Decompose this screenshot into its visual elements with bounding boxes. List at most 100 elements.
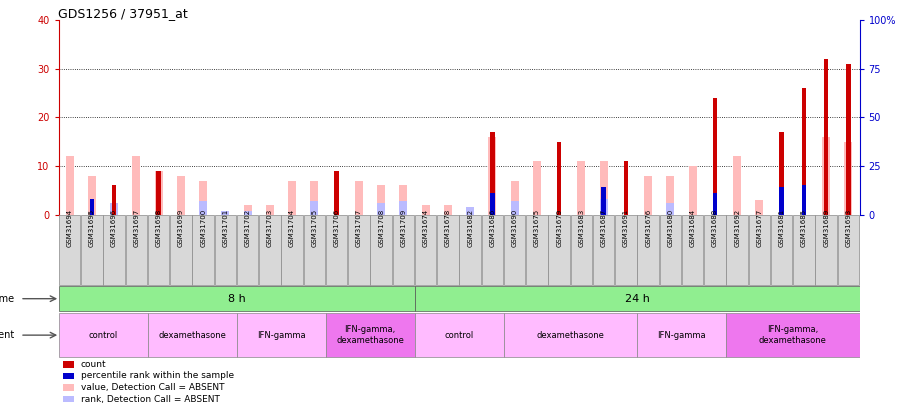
Bar: [58, 313, 148, 358]
Text: GSM31694: GSM31694: [67, 209, 73, 247]
Text: GSM31699: GSM31699: [178, 208, 184, 247]
Text: GSM31678: GSM31678: [445, 208, 451, 247]
Text: IFN-gamma,
dexamethasone: IFN-gamma, dexamethasone: [759, 326, 827, 345]
Text: GSM31703: GSM31703: [267, 208, 273, 247]
Text: GSM31683: GSM31683: [579, 208, 584, 247]
Text: control: control: [88, 330, 118, 340]
Bar: [578, 161, 585, 215]
Text: GSM31707: GSM31707: [356, 208, 362, 247]
Text: IFN-gamma,
dexamethasone: IFN-gamma, dexamethasone: [336, 326, 404, 345]
Bar: [437, 215, 459, 285]
Bar: [713, 98, 717, 215]
Text: agent: agent: [0, 330, 14, 340]
Text: GSM31705: GSM31705: [311, 209, 318, 247]
Bar: [802, 185, 806, 215]
Text: GSM31697: GSM31697: [133, 208, 140, 247]
Bar: [63, 396, 75, 403]
Bar: [660, 215, 681, 285]
Bar: [749, 215, 770, 285]
Bar: [63, 361, 75, 367]
Text: count: count: [81, 360, 106, 369]
Text: GSM31709: GSM31709: [400, 208, 407, 247]
Text: GSM31706: GSM31706: [334, 208, 339, 247]
Bar: [355, 181, 363, 215]
Bar: [237, 313, 326, 358]
Bar: [400, 185, 408, 215]
Text: GSM31692: GSM31692: [734, 209, 740, 247]
Text: GSM31679: GSM31679: [556, 208, 562, 247]
Text: control: control: [445, 330, 473, 340]
Text: GSM31687: GSM31687: [600, 208, 607, 247]
Bar: [504, 215, 526, 285]
Bar: [199, 201, 207, 215]
Text: dexamethasone: dexamethasone: [158, 330, 226, 340]
Bar: [348, 215, 370, 285]
Bar: [526, 215, 547, 285]
Text: GDS1256 / 37951_at: GDS1256 / 37951_at: [58, 7, 188, 20]
Bar: [170, 215, 192, 285]
Bar: [157, 171, 161, 215]
Bar: [221, 211, 230, 215]
Bar: [779, 132, 784, 215]
Bar: [81, 215, 103, 285]
Bar: [771, 215, 792, 285]
Bar: [104, 215, 125, 285]
Bar: [755, 200, 763, 215]
Text: GSM31680: GSM31680: [668, 208, 673, 247]
Text: GSM31674: GSM31674: [423, 209, 428, 247]
Text: rank, Detection Call = ABSENT: rank, Detection Call = ABSENT: [81, 395, 220, 404]
Bar: [601, 188, 606, 215]
Bar: [266, 205, 274, 215]
Bar: [624, 161, 628, 215]
Bar: [779, 188, 784, 215]
Bar: [726, 313, 860, 358]
Bar: [177, 176, 184, 215]
Bar: [90, 199, 94, 215]
Text: percentile rank within the sample: percentile rank within the sample: [81, 371, 234, 380]
Bar: [377, 203, 385, 215]
Bar: [88, 176, 96, 215]
Text: time: time: [0, 294, 14, 304]
Bar: [132, 156, 140, 215]
Bar: [510, 181, 518, 215]
Bar: [616, 215, 636, 285]
Bar: [824, 59, 828, 215]
Bar: [58, 215, 80, 285]
Bar: [599, 161, 608, 215]
Bar: [66, 156, 74, 215]
Bar: [244, 205, 252, 215]
Bar: [482, 215, 503, 285]
Text: GSM31690: GSM31690: [511, 208, 517, 247]
Bar: [377, 185, 385, 215]
Bar: [726, 215, 748, 285]
Text: 24 h: 24 h: [625, 294, 650, 304]
Text: GSM31675: GSM31675: [534, 209, 540, 247]
Bar: [682, 215, 703, 285]
Text: GSM31681: GSM31681: [778, 208, 785, 247]
Bar: [466, 207, 474, 215]
Bar: [282, 215, 302, 285]
Bar: [110, 203, 118, 215]
Text: GSM31691: GSM31691: [623, 208, 629, 247]
Bar: [155, 171, 163, 215]
Bar: [326, 215, 347, 285]
Text: value, Detection Call = ABSENT: value, Detection Call = ABSENT: [81, 383, 224, 392]
Bar: [503, 313, 637, 358]
Text: GSM31700: GSM31700: [200, 208, 206, 247]
Bar: [415, 313, 503, 358]
Bar: [244, 211, 252, 215]
Bar: [688, 166, 697, 215]
Text: GSM31676: GSM31676: [645, 208, 651, 247]
Bar: [666, 203, 674, 215]
Bar: [599, 199, 608, 215]
Bar: [237, 215, 258, 285]
Text: GSM31685: GSM31685: [801, 209, 807, 247]
Text: GSM31677: GSM31677: [756, 208, 762, 247]
Bar: [335, 171, 338, 215]
Bar: [489, 137, 497, 215]
Text: dexamethasone: dexamethasone: [536, 330, 604, 340]
Bar: [310, 181, 319, 215]
Bar: [822, 137, 830, 215]
Bar: [415, 286, 860, 311]
Bar: [571, 215, 592, 285]
